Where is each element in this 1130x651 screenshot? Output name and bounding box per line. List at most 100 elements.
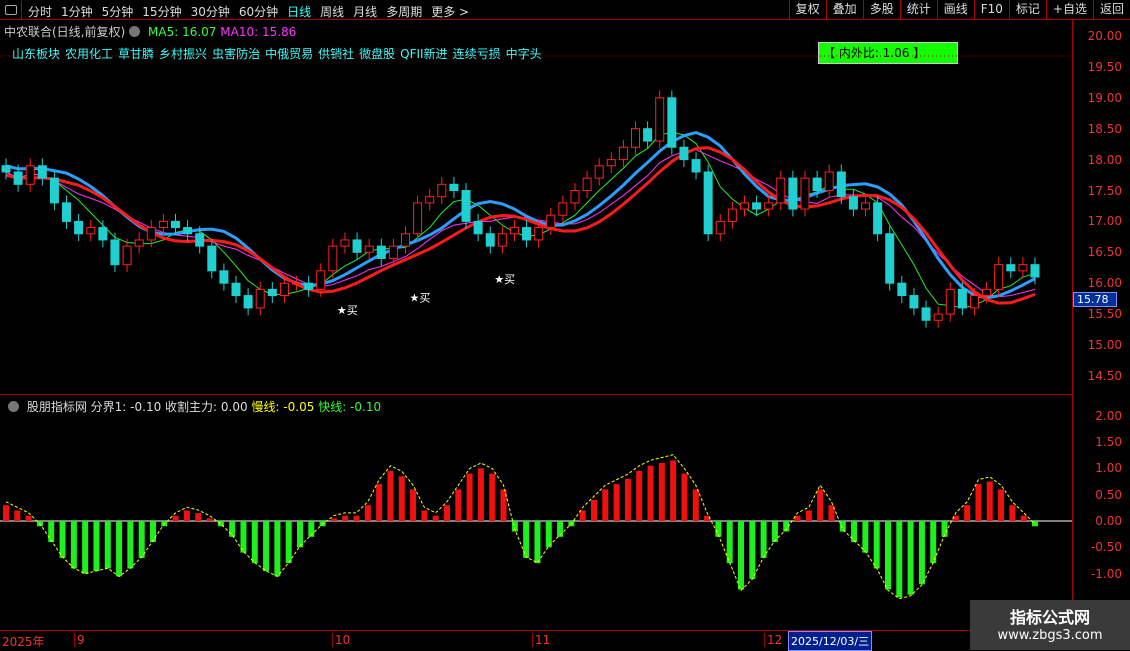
concept-tag[interactable]: 虫害防治 — [212, 47, 261, 61]
histogram-bar — [885, 521, 891, 590]
period-tab[interactable]: 更多 > — [431, 5, 470, 19]
candle-body — [110, 239, 120, 266]
candle-body — [885, 233, 895, 284]
candle-body — [969, 295, 979, 309]
candle-body — [522, 227, 532, 241]
histogram-bar — [1009, 505, 1016, 521]
candle-body — [170, 220, 180, 229]
period-tab[interactable]: 分时 — [28, 5, 53, 19]
histogram-bar — [127, 521, 134, 569]
histogram-bar — [308, 521, 315, 537]
candle-body — [776, 177, 786, 204]
candle-body — [25, 165, 35, 185]
histogram-bar — [975, 484, 982, 521]
month-label: 9 — [74, 633, 85, 647]
candle-body — [982, 288, 992, 297]
histogram-bar — [217, 521, 224, 527]
period-tab[interactable]: 30分钟 — [190, 5, 230, 19]
histogram-bar — [670, 460, 677, 521]
toolbar-button[interactable]: 统计 — [899, 0, 937, 20]
histogram-bar — [455, 489, 462, 521]
histogram-bar — [658, 463, 665, 521]
toolbar-button[interactable]: 叠加 — [825, 0, 863, 20]
period-tab[interactable]: 5分钟 — [101, 5, 134, 19]
candle-body — [352, 239, 362, 253]
period-tab[interactable]: 月线 — [353, 5, 378, 19]
histogram-bar — [907, 521, 914, 595]
candle-body — [13, 171, 23, 185]
histogram-bar — [376, 484, 383, 521]
candle-body — [158, 220, 168, 229]
candle-body — [655, 97, 665, 142]
concept-tag[interactable]: 中俄贸易 — [265, 47, 314, 61]
toolbar-button[interactable]: F10 — [973, 0, 1009, 20]
concept-tag[interactable]: QFII新进 — [400, 47, 448, 61]
candle-body — [376, 245, 386, 259]
candle-body — [752, 202, 762, 210]
chevron-down-icon[interactable] — [8, 401, 19, 412]
histogram-bar — [964, 505, 971, 521]
histogram-bar — [172, 515, 179, 521]
candle-body — [703, 171, 713, 235]
candle-body — [195, 233, 205, 247]
histogram-bar — [591, 499, 597, 521]
candle-body — [945, 288, 955, 315]
concept-tag[interactable]: 微盘股 — [359, 47, 396, 61]
indicator-tick: -1.00 — [1090, 566, 1122, 581]
candle-body — [909, 295, 919, 309]
candle-body — [606, 159, 616, 167]
buy-signal-label: ★买 — [409, 292, 430, 305]
chevron-down-icon[interactable] — [129, 26, 141, 37]
candle-body — [594, 165, 604, 179]
candle-body — [388, 245, 398, 259]
indicator-tick: -0.50 — [1090, 540, 1122, 555]
candle-body — [207, 245, 217, 272]
concept-tag[interactable]: 山东板块 — [12, 47, 61, 61]
concept-tag[interactable]: 草甘膦 — [118, 47, 155, 61]
period-tab[interactable]: 60分钟 — [238, 5, 279, 19]
fenjie-value: 分界1: -0.10 — [90, 400, 162, 414]
indicator-tick: 2.00 — [1095, 408, 1122, 423]
candle-body — [764, 202, 774, 210]
price-tick: 19.50 — [1087, 59, 1122, 74]
candle-body — [413, 202, 423, 235]
panel-toggle-button[interactable] — [0, 0, 22, 20]
period-tab[interactable]: 多周期 — [386, 5, 423, 19]
toolbar-button[interactable]: 多股 — [862, 0, 900, 20]
period-tab[interactable]: 周线 — [320, 5, 345, 19]
histogram-bar — [25, 515, 32, 521]
concept-tag[interactable]: 乡村振兴 — [159, 47, 208, 61]
candle-body — [691, 159, 701, 173]
toolbar-button[interactable]: 画线 — [936, 0, 974, 20]
toolbar-button[interactable]: +自选 — [1045, 0, 1093, 20]
histogram-bar — [240, 521, 247, 553]
candle-body — [921, 307, 931, 321]
watermark-url: www.zbgs3.com — [997, 628, 1103, 643]
period-tab[interactable]: 15分钟 — [142, 5, 182, 19]
candle-body — [49, 177, 59, 204]
concept-tag[interactable]: 供销社 — [318, 47, 355, 61]
candle-body — [667, 97, 677, 148]
histogram-bar — [229, 521, 236, 537]
histogram-bar — [692, 489, 699, 521]
concept-tag[interactable]: 中字头 — [505, 47, 542, 61]
toolbar-button[interactable]: 返回 — [1092, 0, 1130, 20]
toolbar-button[interactable]: 复权 — [788, 0, 826, 20]
candle-body — [449, 183, 459, 192]
histogram-bar — [511, 521, 518, 532]
period-tab[interactable]: 1分钟 — [61, 5, 93, 19]
histogram-bar — [263, 521, 270, 572]
histogram-bar — [557, 521, 564, 537]
candle-body — [994, 264, 1004, 290]
histogram-bar — [760, 521, 767, 558]
concept-tag[interactable]: 农用化工 — [65, 47, 114, 61]
candle-body — [400, 233, 410, 247]
candle-body — [824, 171, 834, 192]
chart-canvas[interactable]: ★买 ★买 ★买 — [0, 0, 1072, 630]
candle-body — [62, 202, 72, 222]
toolbar-button[interactable]: 标记 — [1008, 0, 1046, 20]
concept-tag[interactable]: 连续亏损 — [452, 47, 501, 61]
candle-body — [183, 227, 193, 235]
price-tick: 20.00 — [1087, 29, 1122, 43]
period-tab[interactable]: 日线 — [287, 5, 312, 19]
